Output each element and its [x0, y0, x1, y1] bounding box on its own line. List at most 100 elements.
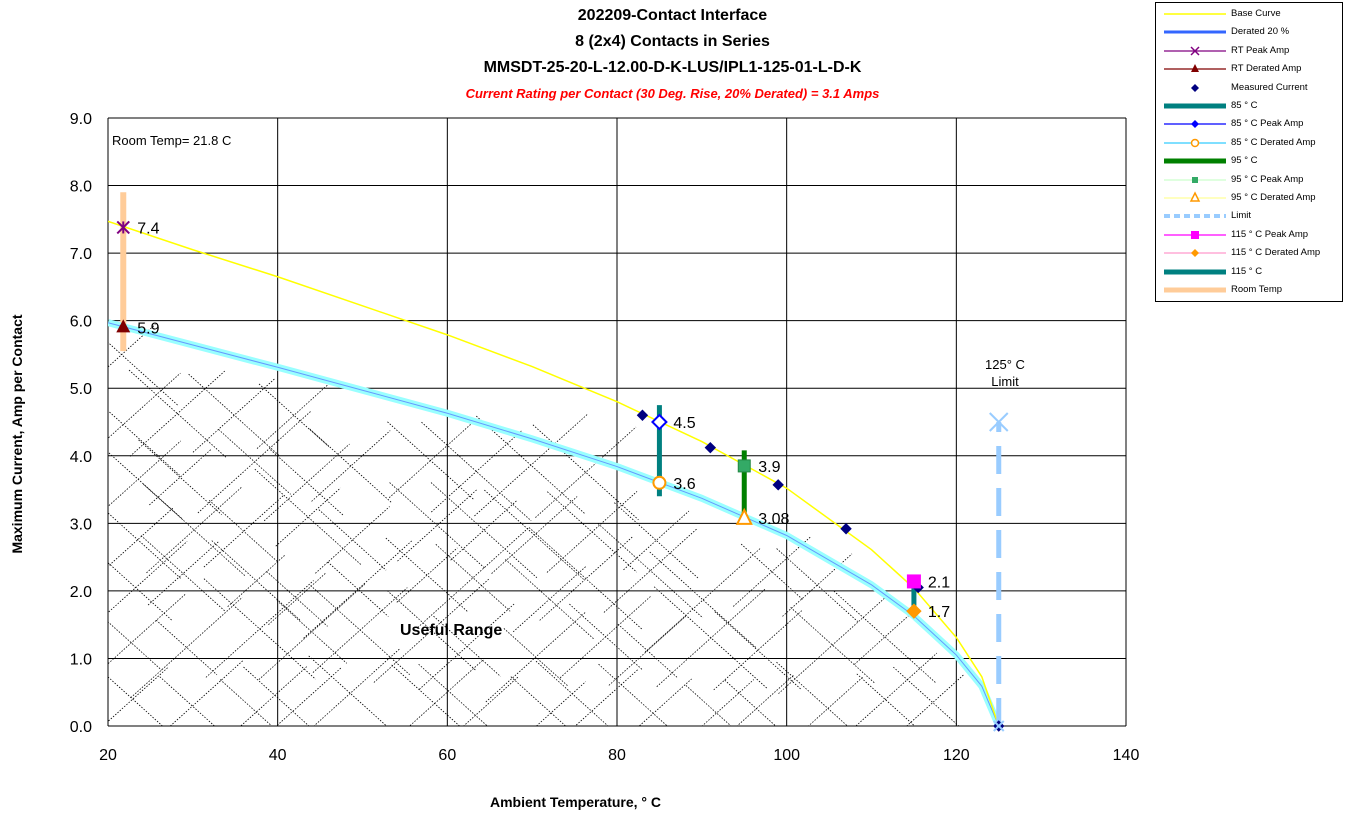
legend-swatch	[1164, 64, 1226, 73]
hatch-stroke	[463, 675, 520, 726]
legend-item-85-c-peak-amp: 85 ° C Peak Amp	[1160, 115, 1340, 133]
y-tick-label: 5.0	[70, 381, 92, 398]
x-tick-label: 80	[608, 747, 626, 764]
base-curve	[108, 220, 1000, 726]
hatch-stroke	[485, 611, 586, 703]
derated-curve	[108, 322, 1000, 726]
hatch-stroke	[108, 593, 186, 665]
chart-subtitle-rating: Current Rating per Contact (30 Deg. Rise…	[465, 86, 880, 101]
legend-item-85-c: 85 ° C	[1160, 97, 1340, 115]
hatch-stroke	[644, 547, 762, 653]
hatch-stroke	[140, 535, 226, 612]
hatch-stroke	[373, 578, 490, 683]
hatch-stroke	[219, 679, 273, 726]
hatch-stroke	[782, 553, 853, 617]
data-label-115-c-peak-amp: 2.1	[928, 574, 950, 591]
hatch-stroke	[431, 430, 522, 513]
legend-item-derated-20: Derated 20 %	[1160, 23, 1340, 41]
data-label-85-c-peak-amp: 4.5	[673, 415, 695, 432]
hatch-stroke	[108, 440, 182, 507]
limit-annotation: 125° C Limit	[980, 356, 1030, 390]
legend-label: 85 ° C Peak Amp	[1231, 118, 1304, 130]
hatch-stroke	[512, 566, 587, 633]
derated-band	[108, 319, 1002, 726]
hatch-stroke	[855, 652, 938, 726]
hatch-stroke	[243, 666, 310, 726]
hatch-stroke	[240, 665, 308, 726]
data-label-115-c-derated-amp: 1.7	[928, 604, 950, 621]
hatch-stroke	[732, 536, 811, 607]
hatch-stroke	[108, 507, 174, 567]
hatch-stroke	[833, 590, 937, 684]
hatch-stroke	[275, 487, 341, 547]
legend-item-95-c: 95 ° C	[1160, 152, 1340, 170]
hatch-stroke	[417, 527, 529, 628]
legend-item-95-c-derated-amp: 95 ° C Derated Amp	[1160, 189, 1340, 207]
series-layer	[108, 192, 1002, 726]
hatch-stroke	[311, 430, 391, 502]
y-tick-label: 4.0	[70, 449, 92, 466]
legend-swatch	[1164, 13, 1226, 15]
legend-label: Derated 20 %	[1231, 26, 1290, 38]
legend-swatch	[1164, 230, 1226, 239]
legend-swatch	[1191, 83, 1199, 92]
hatch-stroke	[385, 537, 469, 613]
x-tick-label: 120	[943, 747, 970, 764]
hatch-stroke	[211, 540, 302, 622]
hatch-stroke	[258, 383, 330, 448]
hatch-stroke	[169, 659, 244, 726]
legend-item-measured-current: Measured Current	[1160, 79, 1340, 97]
hatch-stroke	[108, 541, 188, 614]
derated-85c-point	[652, 475, 667, 490]
legend-swatch	[1164, 249, 1226, 258]
limit-x-marker	[989, 412, 1009, 432]
hatch-stroke	[528, 527, 644, 631]
legend-label: 115 ° C Peak Amp	[1231, 228, 1309, 240]
measured-current-point	[704, 441, 717, 454]
legend-label: 95 ° C	[1231, 155, 1258, 167]
data-labels: 7.4 5.9 4.5 3.6 3.9 3.08 2.1 1.7	[137, 220, 950, 621]
rt-derated-point	[116, 319, 131, 333]
hatch-stroke	[130, 596, 243, 699]
legend-item-95-c-peak-amp: 95 ° C Peak Amp	[1160, 171, 1340, 189]
x-tick-label: 60	[438, 747, 456, 764]
hatch-stroke	[638, 678, 692, 726]
legend-label: 85 ° C	[1231, 100, 1258, 111]
legend-label: Base Curve	[1231, 8, 1281, 19]
hatch-stroke	[303, 539, 413, 639]
legend-item-115-c-peak-amp: 115 ° C Peak Amp	[1160, 226, 1340, 244]
legend-item-rt-derated-amp: RT Derated Amp	[1160, 60, 1340, 78]
hatch-stroke	[419, 603, 516, 690]
data-label-95-c-peak-amp: 3.9	[758, 459, 780, 476]
hatch-stroke	[147, 541, 219, 606]
legend-swatch	[1164, 287, 1226, 293]
hatch-stroke	[108, 676, 164, 726]
measured-current-point	[840, 523, 852, 535]
hatch-stroke	[309, 428, 393, 504]
useful-range-label: Useful Range	[400, 622, 503, 639]
tick-labels: 0.0 1.0 2.0 3.0 4.0 5.0 6.0 7.0 8.0 9.0 20 40 60 80 10…	[70, 111, 1140, 764]
hatch-stroke	[656, 588, 766, 687]
chart-title-line3: MMSDT-25-20-L-12.00-D-K-LUS/IPL1-125-01-…	[483, 59, 862, 76]
hatch-stroke	[736, 674, 795, 726]
x-tick-label: 20	[99, 747, 117, 764]
hatch-stroke	[128, 369, 227, 458]
y-tick-label: 6.0	[70, 314, 92, 331]
hatch-stroke	[856, 673, 915, 726]
hatch-stroke	[778, 596, 887, 694]
hatch-stroke	[258, 583, 365, 680]
peak-85c-point	[651, 413, 668, 431]
hatch-stroke	[313, 647, 401, 726]
hatch-stroke	[108, 410, 180, 476]
legend-label: Room Temp	[1231, 284, 1283, 295]
hatch-stroke	[205, 580, 314, 678]
measured-current-point	[772, 479, 784, 491]
hatch-stroke	[263, 443, 350, 522]
legend-label: 85 ° C Derated Amp	[1231, 136, 1316, 148]
hatch-stroke	[474, 414, 588, 517]
hatch-stroke	[559, 595, 652, 679]
legend-swatch	[1164, 191, 1226, 202]
x-tick-label: 100	[773, 747, 800, 764]
y-tick-label: 7.0	[70, 246, 92, 263]
